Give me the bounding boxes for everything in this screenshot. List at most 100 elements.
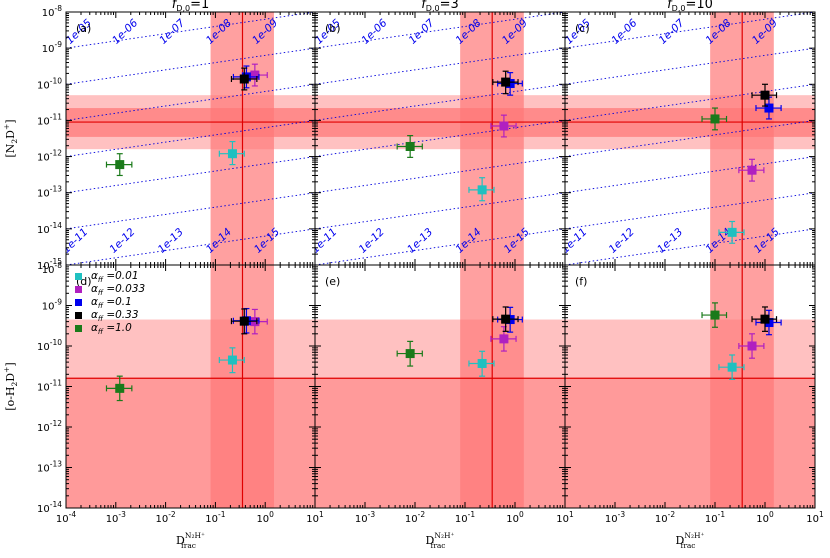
- x-tick-label: 10-1: [705, 510, 725, 525]
- contour-line: [315, 12, 565, 49]
- panel-label: (c): [575, 22, 590, 35]
- y-band-lower: [66, 378, 315, 508]
- contour-line: [565, 192, 815, 230]
- data-point: [405, 141, 415, 151]
- data-point: [710, 114, 720, 124]
- data-point: [227, 355, 237, 365]
- data-point: [115, 160, 125, 170]
- data-point: [727, 362, 737, 372]
- contour-label: 1e-11: [60, 226, 90, 256]
- contour-line: [66, 192, 315, 230]
- x-tick-label: 100: [506, 510, 524, 525]
- panel-e: [315, 265, 565, 508]
- data-point: [227, 149, 237, 159]
- x-tick-label: 101: [556, 510, 574, 525]
- data-point: [239, 316, 249, 326]
- y-tick-label: 10-11: [37, 379, 62, 394]
- contour-label: 1e-06: [609, 17, 639, 47]
- contour-line: [565, 156, 815, 194]
- data-point: [760, 314, 770, 324]
- data-point: [747, 341, 757, 351]
- y-tick-label: 10-13: [37, 185, 62, 200]
- data-point: [250, 70, 260, 80]
- contour-label: 1e-06: [359, 17, 389, 47]
- data-point: [239, 74, 249, 84]
- contour-label: 1e-13: [405, 226, 435, 256]
- data-point: [405, 349, 415, 359]
- y-tick-label: 10-8: [42, 261, 62, 276]
- x-tick-label: 10-1: [205, 510, 225, 525]
- legend-label: αff =1.0: [91, 322, 132, 336]
- contour-label: 1e-12: [357, 226, 387, 256]
- legend-label: αff =0.033: [91, 283, 145, 297]
- x-tick-label: 10-2: [405, 510, 425, 525]
- contour-line: [66, 47, 315, 85]
- y-tick-label: 10-11: [37, 112, 62, 127]
- data-point: [505, 79, 515, 89]
- x-tick-label: 100: [256, 510, 274, 525]
- x-tick-label: 10-3: [106, 510, 126, 525]
- legend-marker: [75, 273, 82, 280]
- y-tick-label: 10-12: [37, 419, 62, 434]
- column-title: fD,0=3: [421, 0, 459, 13]
- panel-f: [565, 265, 815, 508]
- contour-label: 1e-13: [156, 226, 186, 256]
- contour-line: [315, 192, 565, 230]
- legend-marker: [75, 325, 82, 332]
- data-point: [115, 383, 125, 393]
- x-tick-label: 10-2: [155, 510, 175, 525]
- data-point: [499, 121, 509, 131]
- contour-label: 1e-12: [607, 226, 637, 256]
- contour-label: 1e-06: [110, 17, 140, 47]
- x-axis-label: DN₂H⁺ frac: [176, 531, 205, 550]
- y-tick-label: 10-9: [42, 298, 62, 313]
- contour-line: [811, 264, 815, 265]
- legend-marker: [75, 312, 82, 319]
- y-tick-label: 10-15: [37, 257, 62, 272]
- y-tick-label: 10-12: [37, 149, 62, 164]
- y-tick-label: 10-10: [37, 76, 62, 91]
- y-band-upper: [315, 319, 565, 379]
- legend-label: αff =0.1: [91, 296, 132, 310]
- y-tick-label: 10-9: [42, 40, 62, 55]
- contour-label: 1e-13: [655, 226, 685, 256]
- contour-line: [315, 47, 565, 85]
- x-tick-label: 10-2: [655, 510, 675, 525]
- contour-label: 1e-07: [657, 17, 687, 47]
- data-point: [477, 185, 487, 195]
- contour-label: 1e-07: [157, 17, 187, 47]
- contour-line: [66, 12, 315, 49]
- legend-marker: [75, 286, 82, 293]
- y-band-upper: [565, 319, 815, 379]
- column-title: fD,0=10: [667, 0, 713, 13]
- y-band-lower: [315, 378, 565, 508]
- y-tick-label: 10-13: [37, 460, 62, 475]
- data-point: [747, 165, 757, 175]
- x-tick-label: 10-3: [355, 510, 375, 525]
- x-tick-label: 10-4: [56, 510, 76, 525]
- contour-line: [565, 47, 815, 85]
- data-point: [764, 103, 774, 113]
- x-tick-label: 100: [756, 510, 774, 525]
- y-tick-label: 10-8: [42, 4, 62, 19]
- x-axis-label: DN₂H⁺ frac: [426, 531, 455, 550]
- data-point: [501, 314, 511, 324]
- data-point: [499, 334, 509, 344]
- x-tick-label: 10-3: [605, 510, 625, 525]
- x-tick-label: 10-1: [455, 510, 475, 525]
- contour-line: [315, 156, 565, 194]
- panel-label: (b): [325, 22, 341, 35]
- panel-d: [66, 265, 315, 508]
- contour-label: 1e-12: [107, 226, 137, 256]
- data-point: [477, 358, 487, 368]
- panel-label: (a): [76, 22, 91, 35]
- contour-label: 1e-07: [407, 17, 437, 47]
- legend-label: αff =0.33: [91, 309, 139, 323]
- legend-label: αff =0.01: [91, 270, 139, 284]
- data-point: [501, 77, 511, 87]
- y-tick-label: 10-14: [37, 500, 62, 515]
- data-point: [760, 90, 770, 100]
